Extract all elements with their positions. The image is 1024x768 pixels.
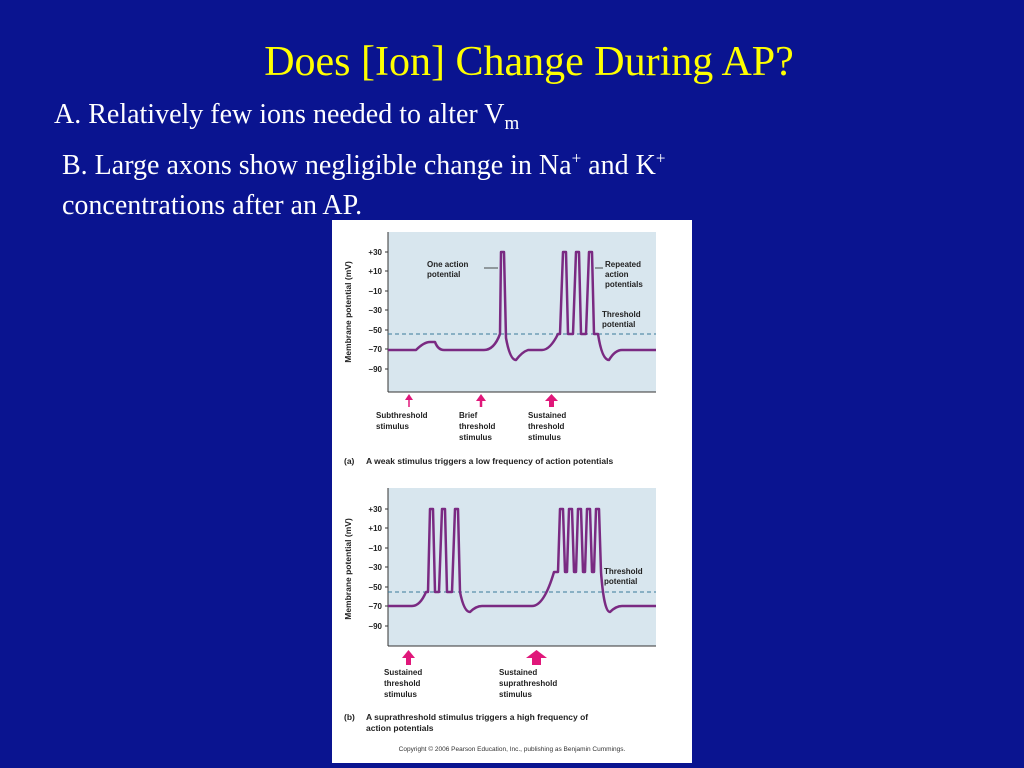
brief-label-line2: threshold — [459, 422, 496, 431]
bullet-a-subscript: m — [504, 113, 520, 134]
suprathreshold-label-line1: Sustained — [499, 668, 537, 677]
panel-a-ytick: +30 — [368, 248, 382, 257]
bullet-a: A. Relatively few ions needed to alter V… — [54, 95, 519, 135]
action-potential-figure: Membrane potential (mV) +30 +10 −10 −30 … — [332, 220, 692, 763]
panel-a-ytick: −70 — [368, 345, 382, 354]
panel-a-ytick: −10 — [368, 287, 382, 296]
panel-b: Membrane potential (mV) +30 +10 −10 −30 … — [343, 488, 656, 733]
panel-a: Membrane potential (mV) +30 +10 −10 −30 … — [343, 232, 656, 466]
panel-b-ytick: −10 — [368, 544, 382, 553]
sustained-threshold-arrow — [545, 394, 558, 407]
one-ap-label-line2: potential — [427, 270, 460, 279]
bullet-b-part1: B. Large axons show negligible change in… — [62, 150, 572, 181]
brief-label-line1: Brief — [459, 411, 478, 420]
repeated-ap-label-line1: Repeated — [605, 260, 641, 269]
panel-a-plot-area — [388, 232, 656, 392]
panel-b-caption-line1: A suprathreshold stimulus triggers a hig… — [366, 712, 588, 722]
panel-a-threshold-label-line1: Threshold — [602, 310, 641, 319]
panel-a-y-axis-label: Membrane potential (mV) — [343, 261, 353, 363]
subthreshold-arrow — [405, 394, 413, 407]
sustained-label-line1: Sustained — [528, 411, 566, 420]
panel-a-ytick: −50 — [368, 326, 382, 335]
subthreshold-label-line1: Subthreshold — [376, 411, 428, 420]
bullet-b-sup1: + — [571, 148, 582, 168]
suprathreshold-label-line2: suprathreshold — [499, 679, 557, 688]
panel-b-threshold-label-line1: Threshold — [604, 567, 643, 576]
repeated-ap-label-line3: potentials — [605, 280, 643, 289]
sustained-threshold-arrow-b — [402, 650, 415, 665]
slide-title: Does [Ion] Change During AP? — [264, 39, 794, 85]
sustained-label-line2: threshold — [528, 422, 565, 431]
sustained-threshold-b-label-line3: stimulus — [384, 690, 417, 699]
repeated-ap-label-line2: action — [605, 270, 629, 279]
suprathreshold-label-line3: stimulus — [499, 690, 532, 699]
copyright-notice: Copyright © 2006 Pearson Education, Inc.… — [399, 745, 626, 753]
one-ap-label-line1: One action — [427, 260, 468, 269]
panel-b-ytick: −50 — [368, 583, 382, 592]
panel-b-ytick: −90 — [368, 622, 382, 631]
brief-threshold-arrow — [476, 394, 486, 407]
panel-a-ytick: +10 — [368, 267, 382, 276]
panel-a-caption: A weak stimulus triggers a low frequency… — [366, 456, 613, 466]
panel-b-ytick: +10 — [368, 524, 382, 533]
bullet-b-sup2: + — [655, 148, 666, 168]
brief-label-line3: stimulus — [459, 433, 492, 442]
figure-svg: Membrane potential (mV) +30 +10 −10 −30 … — [343, 232, 656, 753]
panel-b-y-axis-label: Membrane potential (mV) — [343, 518, 353, 620]
sustained-label-line3: stimulus — [528, 433, 561, 442]
suprathreshold-arrow — [526, 650, 547, 665]
panel-b-ytick: −70 — [368, 602, 382, 611]
panel-a-ytick: −90 — [368, 365, 382, 374]
panel-a-caption-letter: (a) — [344, 456, 355, 466]
panel-b-membrane-trace — [388, 507, 656, 614]
panel-b-ytick: −30 — [368, 563, 382, 572]
panel-b-caption-letter: (b) — [344, 712, 355, 722]
subthreshold-label-line2: stimulus — [376, 422, 409, 431]
sustained-threshold-b-label-line1: Sustained — [384, 668, 422, 677]
panel-b-caption-line2: action potentials — [366, 723, 434, 733]
panel-a-membrane-trace — [388, 250, 656, 362]
sustained-threshold-b-label-line2: threshold — [384, 679, 421, 688]
bullet-a-text: A. Relatively few ions needed to alter V — [54, 99, 505, 130]
bullet-b-part2: and K — [581, 150, 656, 181]
panel-b-threshold-label-line2: potential — [604, 577, 637, 586]
panel-a-ytick: −30 — [368, 306, 382, 315]
bullet-b: B. Large axons show negligible change in… — [62, 146, 665, 226]
panel-a-threshold-label-line2: potential — [602, 320, 635, 329]
panel-b-ytick: +30 — [368, 505, 382, 514]
bullet-b-line2: concentrations after an AP. — [62, 190, 363, 221]
